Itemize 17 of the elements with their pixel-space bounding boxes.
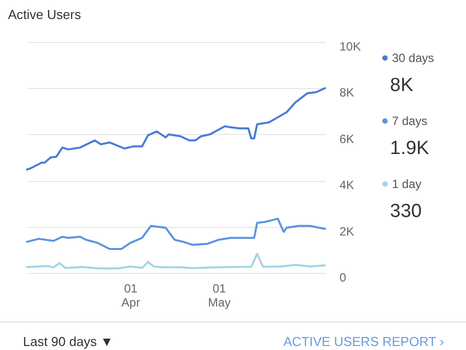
x-tick-label: 01 May xyxy=(208,282,231,310)
y-tick-label: 0 xyxy=(340,270,346,284)
text: 1.9K xyxy=(390,138,430,159)
y-tick-label: 6K xyxy=(340,132,354,146)
text: 330 xyxy=(390,201,422,222)
text: ACTIVE USERS REPORT › xyxy=(283,334,444,349)
legend-label: 1 day xyxy=(392,177,422,191)
legend-label: 7 days xyxy=(392,114,428,128)
y-tick-label: 2K xyxy=(340,224,354,238)
legend-label: 30 days xyxy=(392,51,434,65)
text: Last 90 days ▼ xyxy=(23,334,114,349)
y-tick-label: 10K xyxy=(340,40,361,54)
x-tick-label: 01 Apr xyxy=(121,282,140,310)
y-tick-label: 4K xyxy=(340,178,354,192)
y-tick-label: 8K xyxy=(340,86,354,100)
chart-title: Active Users xyxy=(8,7,82,22)
text: 8K xyxy=(390,75,414,96)
